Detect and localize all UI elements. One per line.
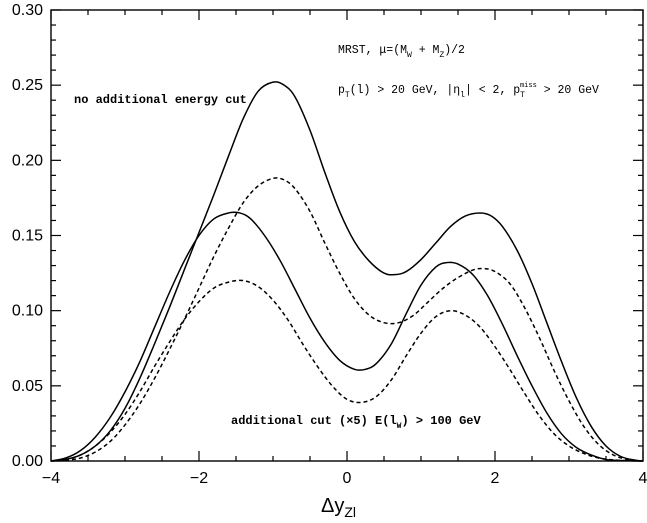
annotation-upper-curves: no additional energy cut: [74, 93, 247, 107]
series-line-3-solid: [50, 211, 644, 462]
y-tick-label: 0.25: [12, 77, 43, 94]
annotation-kinematic-cuts: pT(l) > 20 GeV, |ηl| < 2, pTmiss > 20 Ge…: [338, 82, 599, 100]
series-line-1-solid: [50, 81, 644, 462]
x-tick-label: 2: [491, 470, 500, 487]
x-tick-label: −2: [190, 470, 208, 487]
x-tick-label: −4: [42, 470, 60, 487]
y-tick-label: 0.00: [12, 453, 43, 470]
y-tick-label: 0.20: [12, 152, 43, 169]
annotation-pdf-scale: MRST, μ=(MW + MZ)/2: [338, 44, 465, 60]
y-tick-label: 0.10: [12, 303, 43, 320]
axis-tick-labels: −4 −2 0 2 4 0.00 0.05 0.10 0.15 0.20 0.25 0.30: [12, 2, 647, 487]
series-line-2-dashed: [50, 177, 644, 462]
series-line-4-dashed: [50, 279, 644, 462]
annotation-lower-curves: additional cut (×5) E(lW) > 100 GeV: [231, 414, 481, 431]
axis-ticks: [50, 9, 644, 462]
x-tick-label: 0: [343, 470, 352, 487]
y-tick-label: 0.30: [12, 2, 43, 19]
x-axis-label: ΔyZl: [321, 495, 356, 520]
series-layer: [50, 81, 644, 462]
y-tick-label: 0.05: [12, 378, 43, 395]
y-tick-label: 0.15: [12, 228, 43, 245]
plot-frame: [50, 9, 644, 462]
x-tick-label: 4: [639, 470, 647, 487]
